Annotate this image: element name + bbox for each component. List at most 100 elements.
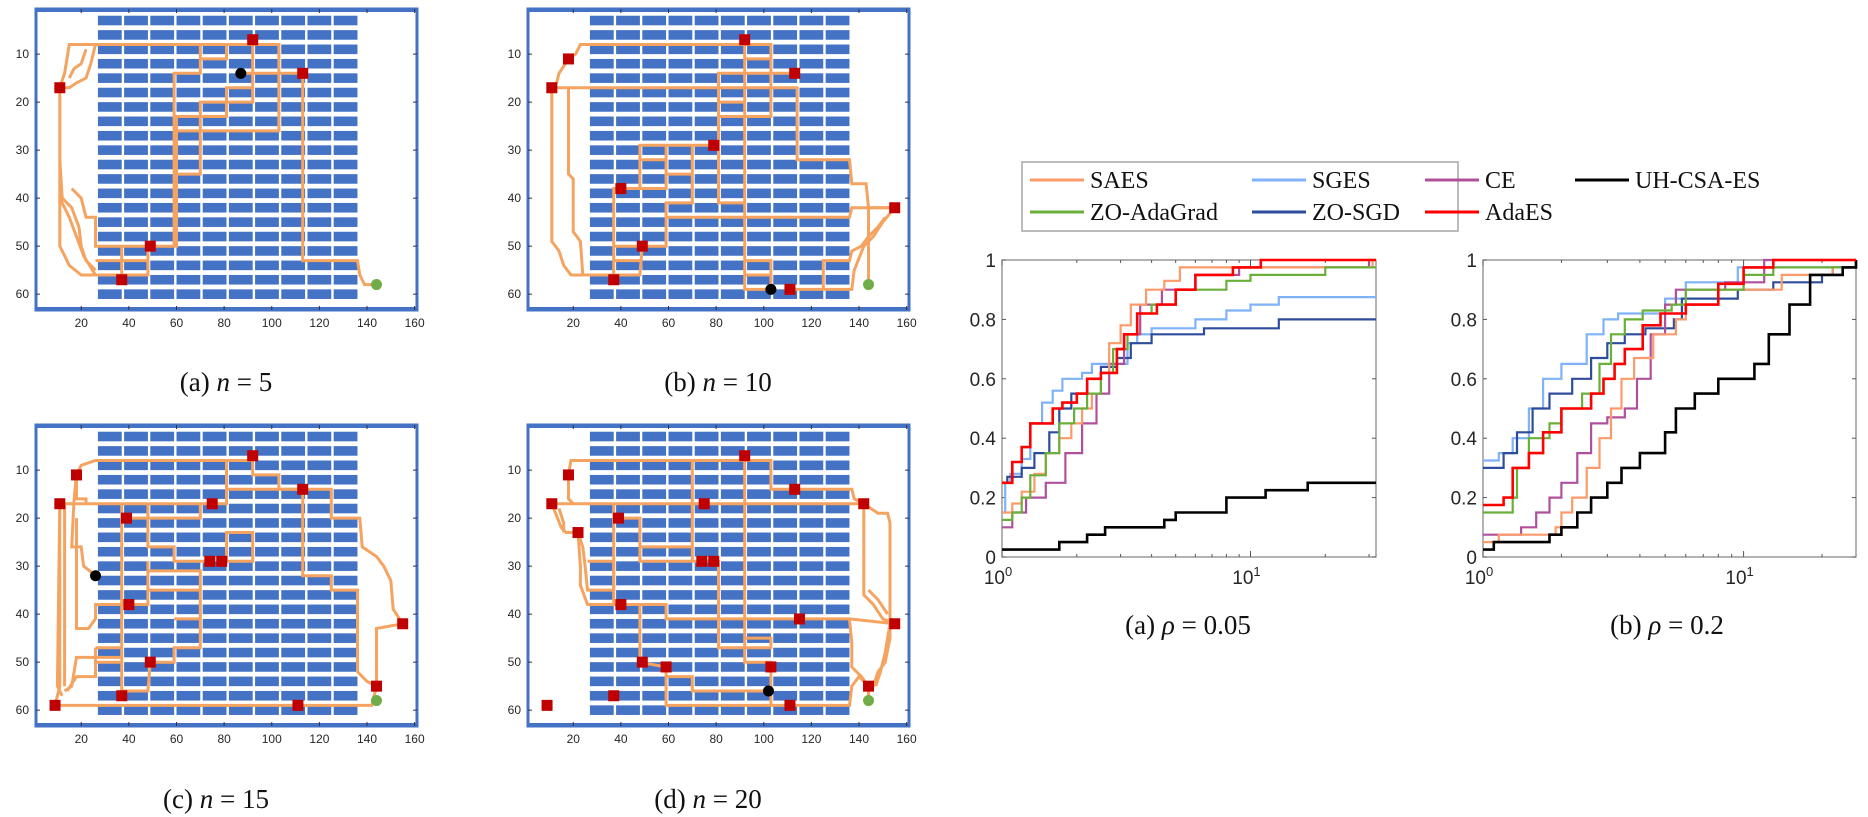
rack-block <box>799 705 824 715</box>
rack-block <box>720 518 745 528</box>
rack-block <box>176 260 201 271</box>
rack-block <box>773 130 798 141</box>
route-path <box>576 532 621 606</box>
rack-block <box>333 546 358 557</box>
route-path <box>744 259 773 290</box>
rack-block <box>255 87 279 98</box>
rack-block <box>176 274 201 285</box>
rack-block <box>694 590 719 600</box>
rack-block <box>589 174 614 184</box>
waypoint-marker <box>765 661 777 673</box>
waypoint-marker <box>708 555 720 567</box>
rack-block <box>281 15 306 26</box>
rack-block <box>825 116 850 127</box>
rack-block <box>589 159 614 170</box>
legend: SAES SGES CE UH-CSA-ES ZO-AdaGrad ZO-SGD AdaES <box>1021 161 1760 232</box>
y-tick-label: 0.8 <box>970 310 996 331</box>
rack-block <box>589 618 614 629</box>
rack-block <box>720 705 745 715</box>
rack-block <box>307 431 332 442</box>
rack-block <box>773 188 798 199</box>
rack-block <box>202 58 227 69</box>
rack-block <box>668 87 693 98</box>
rack-block <box>720 159 745 170</box>
rack-block <box>255 15 279 26</box>
rack-block <box>616 231 640 242</box>
waypoint-marker <box>636 240 648 252</box>
rack-block <box>150 662 175 672</box>
rack-block <box>124 460 148 471</box>
rack-block <box>97 15 122 26</box>
rack-block <box>255 30 279 40</box>
waypoint-marker <box>789 67 801 79</box>
rack-block <box>694 15 719 26</box>
rack-block <box>307 647 332 658</box>
rack-block <box>124 518 148 528</box>
rack-block <box>747 145 771 155</box>
rack-block <box>747 73 771 83</box>
route-path <box>147 569 202 664</box>
waypoint-marker <box>206 498 218 510</box>
rack-block <box>694 145 719 155</box>
rack-block <box>202 618 227 629</box>
rack-block <box>825 44 850 55</box>
rack-block <box>799 44 824 55</box>
route-path <box>150 39 255 248</box>
x-tick-label: 120 <box>309 732 329 746</box>
rack-block <box>150 604 175 615</box>
rack-block <box>799 618 824 629</box>
rack-block <box>799 446 824 456</box>
rack-block <box>799 575 824 586</box>
y-tick-label: 10 <box>16 47 30 61</box>
rack-block <box>97 575 122 586</box>
rack-block <box>589 58 614 69</box>
x-tick-label: 80 <box>709 732 723 746</box>
rack-block <box>825 676 850 687</box>
rack-block <box>616 188 640 199</box>
rack-block <box>589 87 614 98</box>
rack-block <box>255 58 279 69</box>
rack-block <box>642 474 667 485</box>
y-tick-label: 60 <box>508 703 522 717</box>
rack-block <box>176 87 201 98</box>
rack-block <box>589 289 614 299</box>
route-path <box>620 603 895 626</box>
rack-block <box>307 73 332 83</box>
tick-base: 10 <box>984 568 1005 589</box>
rack-block <box>228 102 253 112</box>
rack-block <box>773 503 798 514</box>
rack-block <box>333 44 358 55</box>
rack-block <box>255 202 279 213</box>
rack-block <box>747 289 771 299</box>
rack-block <box>281 474 306 485</box>
rack-block <box>642 662 667 672</box>
rack-block <box>333 532 358 543</box>
rack-block <box>668 217 693 227</box>
rack-block <box>616 575 640 586</box>
route-path <box>75 518 150 630</box>
rack-block <box>97 73 122 83</box>
y-tick-label: 40 <box>508 607 522 621</box>
rack-block <box>150 73 175 83</box>
rack-block <box>307 676 332 687</box>
legend-label: ZO-AdaGrad <box>1090 200 1218 226</box>
rack-block <box>589 590 614 600</box>
rack-block <box>202 30 227 40</box>
rack-block <box>720 489 745 499</box>
rack-block <box>281 188 306 199</box>
rack-block <box>694 30 719 40</box>
rack-block <box>720 260 745 271</box>
rack-block <box>228 460 253 471</box>
rack-block <box>228 647 253 658</box>
rack-block <box>720 474 745 485</box>
rack-block <box>720 503 745 514</box>
rack-block <box>773 217 798 227</box>
rack-block <box>228 58 253 69</box>
rack-block <box>747 30 771 40</box>
rack-block <box>616 246 640 256</box>
rack-block <box>589 662 614 672</box>
rack-block <box>642 159 667 170</box>
rack-block <box>694 618 719 629</box>
rack-block <box>255 489 279 499</box>
rack-block <box>97 274 122 285</box>
